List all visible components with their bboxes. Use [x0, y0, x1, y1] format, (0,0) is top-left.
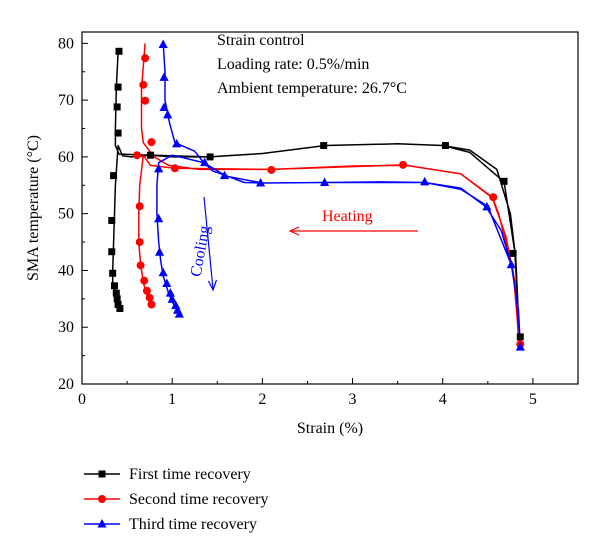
x-tick-label: 2: [258, 391, 266, 408]
legend-marker: [98, 470, 106, 478]
series-markers-3: [154, 39, 525, 351]
data-point: [142, 286, 151, 295]
data-point: [206, 153, 214, 161]
info-line-strain-control: Strain control: [217, 32, 305, 49]
data-point: [108, 248, 116, 256]
data-point: [165, 288, 175, 297]
data-point: [172, 138, 182, 148]
heating-arrow-head: [288, 226, 300, 236]
data-point: [141, 54, 150, 63]
x-tick-label: 3: [349, 391, 357, 408]
marker-layer: [108, 39, 525, 351]
data-point: [399, 160, 408, 169]
data-point: [174, 309, 184, 318]
data-point: [158, 39, 168, 48]
legend: First time recovery Second time recovery T…: [84, 466, 269, 533]
data-point: [170, 164, 179, 173]
data-point: [147, 151, 155, 159]
data-point: [267, 165, 276, 174]
data-point: [133, 151, 142, 160]
data-point: [147, 138, 156, 147]
y-tick-label: 50: [58, 206, 74, 223]
data-point: [158, 267, 168, 277]
data-point: [154, 213, 164, 223]
data-point: [320, 142, 328, 150]
legend-marker: [98, 495, 106, 503]
data-point: [200, 157, 210, 167]
cooling-arrow-head: [207, 279, 218, 292]
series-markers-1: [108, 47, 524, 341]
data-point: [516, 333, 524, 341]
series-markers-2: [133, 54, 525, 349]
axis-ticks: [81, 42, 534, 385]
data-point: [319, 177, 330, 186]
data-point: [108, 216, 116, 224]
data-point: [219, 170, 230, 180]
data-point: [116, 304, 124, 312]
y-tick-label: 30: [58, 319, 74, 336]
series-line-2: [138, 43, 521, 346]
data-point: [489, 193, 498, 202]
data-point: [420, 176, 430, 186]
y-axis-label: SMA temperature (°C): [25, 135, 42, 281]
data-point: [136, 261, 145, 270]
legend-item: Third time recovery: [84, 516, 257, 533]
legend-label: Third time recovery: [129, 516, 257, 533]
data-point: [115, 47, 123, 55]
data-point: [141, 96, 150, 105]
data-point: [255, 178, 266, 187]
y-tick-label: 80: [58, 35, 74, 52]
data-point: [515, 342, 525, 351]
data-point: [139, 80, 148, 89]
data-point: [140, 276, 149, 285]
info-line-ambient-temperature: Ambient temperature: 26.7°C: [217, 80, 407, 97]
x-tick-label: 4: [439, 391, 447, 408]
x-tick-label: 1: [168, 391, 176, 408]
data-point: [109, 269, 117, 277]
data-point: [114, 301, 122, 309]
data-point: [500, 177, 508, 185]
legend-label: First time recovery: [129, 466, 251, 483]
data-point: [145, 293, 154, 302]
legend-item: First time recovery: [84, 466, 251, 483]
data-point: [159, 102, 169, 112]
legend-marker: [97, 519, 107, 528]
data-point: [506, 259, 516, 269]
data-point: [135, 202, 144, 211]
data-point: [163, 109, 173, 119]
data-point: [441, 142, 449, 150]
data-point: [167, 294, 177, 303]
data-point: [113, 295, 121, 303]
data-point: [162, 278, 172, 288]
data-point: [112, 289, 120, 297]
data-point: [509, 249, 517, 257]
data-point: [482, 201, 492, 211]
data-point: [114, 83, 122, 91]
data-point: [135, 238, 144, 247]
data-point: [154, 247, 165, 256]
x-axis-label: Strain (%): [297, 420, 363, 437]
y-tick-label: 20: [58, 376, 74, 393]
data-point: [114, 129, 122, 137]
y-tick-label: 70: [58, 92, 74, 109]
heating-annotation: Heating: [322, 208, 373, 225]
data-point: [159, 72, 169, 81]
y-tick-label: 40: [58, 262, 74, 279]
plot-frame: [81, 31, 579, 385]
legend-label: Second time recovery: [129, 491, 269, 508]
legend-item: Second time recovery: [84, 491, 269, 508]
y-tick-label: 60: [58, 149, 74, 166]
x-tick-label: 5: [529, 391, 537, 408]
axis-tick-labels: 0 1 2 3 4 5 20 30 40 50 60 70 80: [58, 35, 537, 408]
info-line-loading-rate: Loading rate: 0.5%/min: [217, 56, 369, 73]
cooling-arrow: [203, 196, 214, 290]
data-point: [110, 172, 118, 180]
data-point: [154, 163, 164, 173]
data-point: [147, 300, 156, 309]
data-point: [113, 103, 121, 111]
data-point: [110, 282, 118, 290]
x-tick-label: 0: [78, 391, 86, 408]
